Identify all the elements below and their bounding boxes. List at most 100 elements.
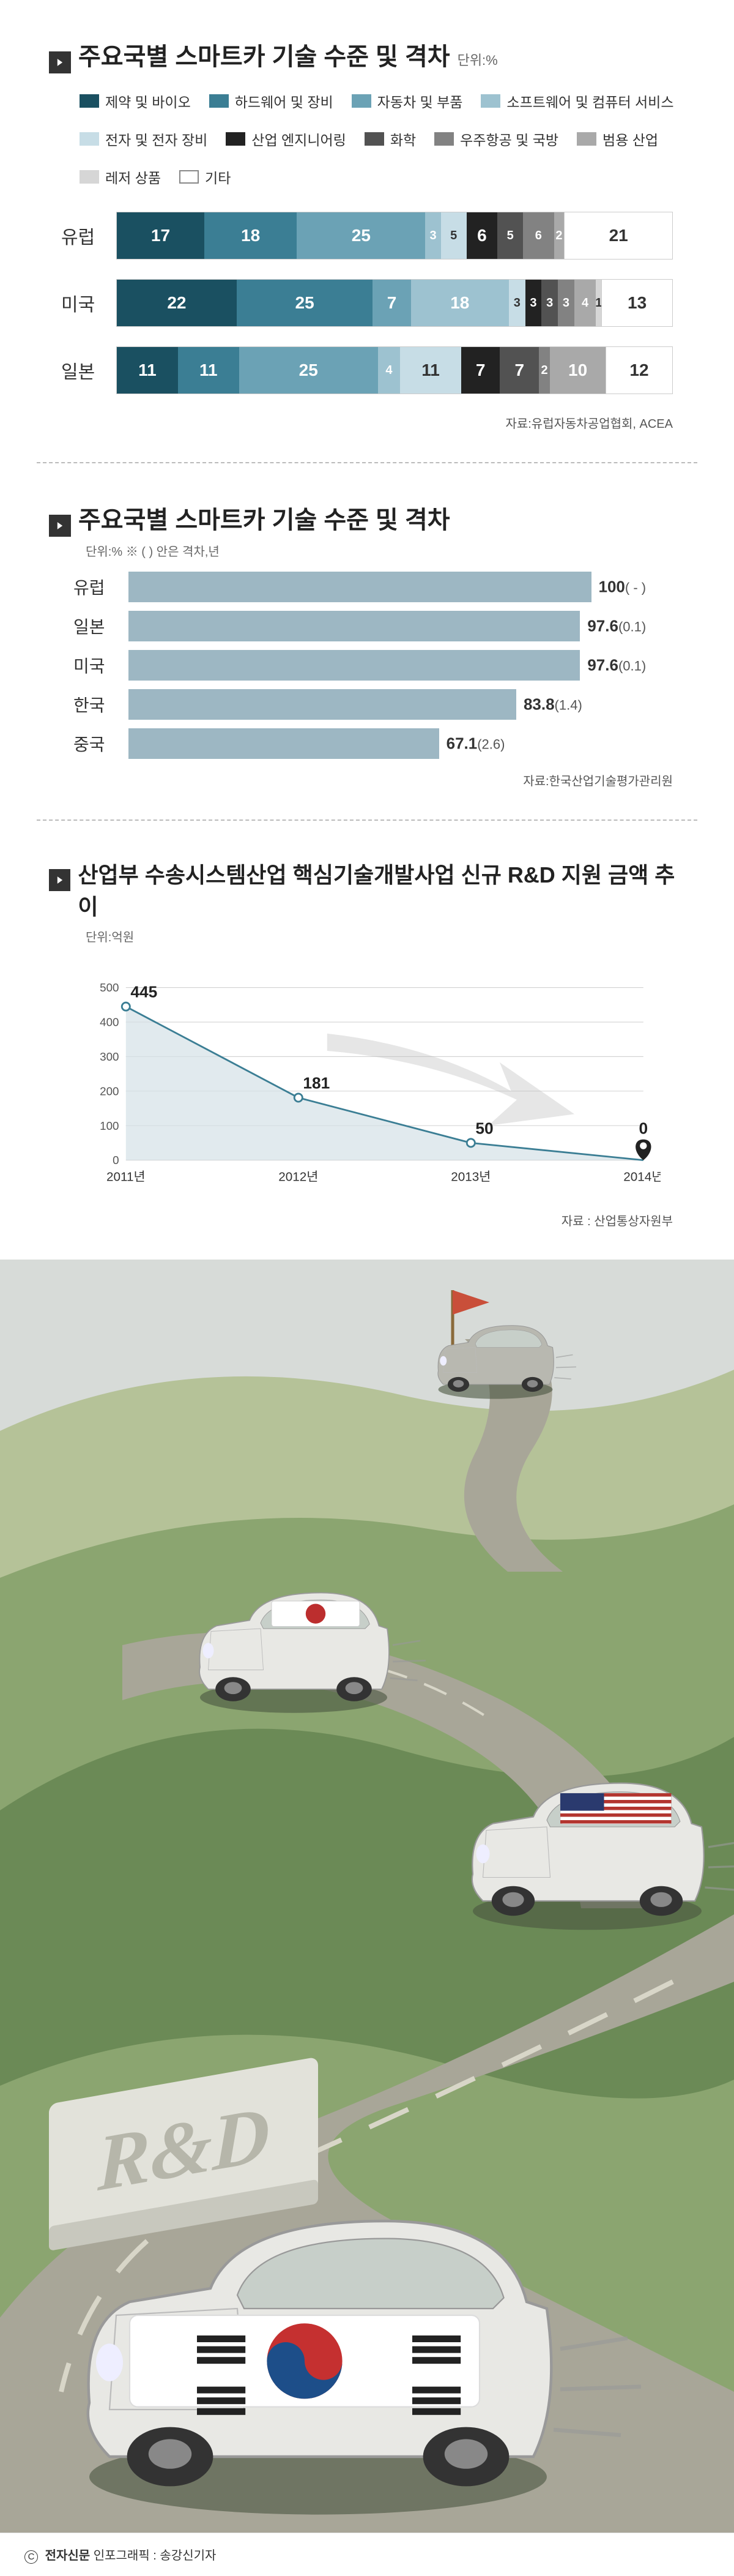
section-line-chart: 산업부 수송시스템산업 핵심기술개발사업 신규 R&D 지원 금액 추이 단위:… (0, 821, 734, 1260)
section3-title-row: 산업부 수송시스템산업 핵심기술개발사업 신규 R&D 지원 금액 추이 (49, 857, 685, 921)
hbar-fill: 97.6(0.1) (128, 650, 580, 681)
stacked-chart: 유럽17182535656221미국222571833334113일본11112… (61, 212, 673, 394)
segment: 3 (509, 280, 525, 326)
segment: 18 (411, 280, 509, 326)
section1-title-row: 주요국별 스마트카 기술 수준 및 격차 단위:% (49, 37, 685, 72)
segment: 11 (400, 347, 461, 394)
legend-item: 제약 및 바이오 (80, 91, 191, 111)
legend-swatch (80, 94, 99, 108)
legend-swatch (179, 170, 199, 184)
hbar-fill: 83.8(1.4) (128, 689, 516, 720)
legend-swatch (209, 94, 229, 108)
section-stacked-chart: 주요국별 스마트카 기술 수준 및 격차 단위:% 제약 및 바이오 하드웨어 및… (0, 0, 734, 462)
segment: 21 (564, 212, 672, 259)
svg-text:500: 500 (100, 981, 119, 994)
title-arrow-icon (49, 869, 70, 891)
stacked-bar: 222571833334113 (116, 279, 673, 327)
legend-item: 자동차 및 부품 (352, 91, 463, 111)
row-label: 일본 (61, 357, 116, 384)
hbar-track: 97.6(0.1) (128, 650, 673, 681)
hbar-track: 100( - ) (128, 572, 673, 602)
legend-item: 우주항공 및 국방 (434, 129, 558, 149)
legend-label: 자동차 및 부품 (377, 91, 463, 111)
segment: 2 (554, 212, 565, 259)
legend-item: 기타 (179, 166, 231, 187)
segment: 6 (467, 212, 497, 259)
hbar-value: 67.1(2.6) (447, 734, 505, 753)
legend-label: 제약 및 바이오 (105, 91, 191, 111)
section2-unit: 단위:% ※ ( ) 안은 격차,년 (86, 542, 685, 559)
segment: 7 (500, 347, 539, 394)
segment: 18 (204, 212, 297, 259)
svg-text:200: 200 (100, 1085, 119, 1097)
hbar-label: 중국 (73, 731, 128, 756)
legend-label: 화학 (390, 129, 416, 149)
segment: 3 (525, 280, 542, 326)
legend-swatch (80, 132, 99, 146)
stacked-bar: 1111254117721012 (116, 346, 673, 394)
svg-text:2011년: 2011년 (106, 1170, 145, 1184)
section1-title: 주요국별 스마트카 기술 수준 및 격차 (78, 37, 450, 72)
legend-swatch (365, 132, 384, 146)
hbar-fill: 100( - ) (128, 572, 591, 602)
section2-source: 자료:한국산업기술평가관리원 (49, 771, 685, 789)
row-label: 미국 (61, 289, 116, 316)
segment: 10 (550, 347, 606, 394)
hbar-row: 유럽100( - ) (73, 572, 673, 602)
footer: C 전자신문 인포그래픽 : 송강신기자 (0, 2533, 734, 2576)
svg-text:400: 400 (100, 1016, 119, 1029)
hbar-row: 중국 67.1(2.6) (73, 728, 673, 759)
hbar-value: 97.6(0.1) (587, 656, 646, 675)
hbar-row: 미국97.6(0.1) (73, 650, 673, 681)
legend-label: 하드웨어 및 장비 (235, 91, 333, 111)
segment: 4 (574, 280, 596, 326)
legend-item: 화학 (365, 129, 416, 149)
stacked-row: 미국222571833334113 (61, 279, 673, 327)
segment: 4 (378, 347, 400, 394)
illustration-svg: R&D (0, 1260, 734, 2533)
hbar-row: 한국83.8(1.4) (73, 689, 673, 720)
segment: 3 (558, 280, 574, 326)
segment: 7 (373, 280, 410, 326)
svg-text:50: 50 (475, 1119, 493, 1137)
segment: 25 (239, 347, 378, 394)
segment: 3 (541, 280, 558, 326)
legend-label: 기타 (205, 166, 231, 187)
svg-text:0: 0 (639, 1119, 648, 1137)
hbar-label: 유럽 (73, 575, 128, 599)
hbar-row: 일본 97.6(0.1) (73, 611, 673, 641)
stacked-row: 일본1111254117721012 (61, 346, 673, 394)
legend-label: 전자 및 전자 장비 (105, 129, 207, 149)
svg-text:2012년: 2012년 (278, 1170, 318, 1184)
legend-label: 소프트웨어 및 컴퓨터 서비스 (506, 91, 673, 111)
legend-item: 하드웨어 및 장비 (209, 91, 333, 111)
segment: 25 (237, 280, 373, 326)
legend-swatch (80, 170, 99, 184)
segment: 13 (601, 280, 672, 326)
segment: 5 (441, 212, 467, 259)
segment: 3 (425, 212, 440, 259)
segment: 22 (117, 280, 237, 326)
section1-unit: 단위:% (458, 50, 498, 69)
segment: 7 (461, 347, 500, 394)
hbar-value: 97.6(0.1) (587, 617, 646, 636)
svg-text:445: 445 (130, 983, 157, 1001)
line-chart-svg: 01002003004005004451815002011년2012년2013년… (86, 963, 661, 1196)
legend-swatch (434, 132, 454, 146)
segment: 1 (596, 280, 601, 326)
section3-source: 자료 : 산업통상자원부 (49, 1211, 685, 1229)
section2-title-row: 주요국별 스마트카 기술 수준 및 격차 (49, 500, 685, 536)
segment: 2 (539, 347, 550, 394)
hbar-label: 한국 (73, 692, 128, 717)
svg-text:100: 100 (100, 1119, 119, 1132)
title-arrow-icon (49, 51, 71, 73)
title-arrow-icon (49, 515, 71, 537)
section3-title: 산업부 수송시스템산업 핵심기술개발사업 신규 R&D 지원 금액 추이 (78, 857, 685, 921)
legend-label: 우주항공 및 국방 (460, 129, 558, 149)
hbar-label: 일본 (73, 614, 128, 638)
legend-item: 전자 및 전자 장비 (80, 129, 207, 149)
legend-item: 범용 산업 (577, 129, 658, 149)
hbar-value: 83.8(1.4) (524, 695, 582, 714)
line-chart: 01002003004005004451815002011년2012년2013년… (86, 963, 661, 1199)
legend-item: 산업 엔지니어링 (226, 129, 346, 149)
